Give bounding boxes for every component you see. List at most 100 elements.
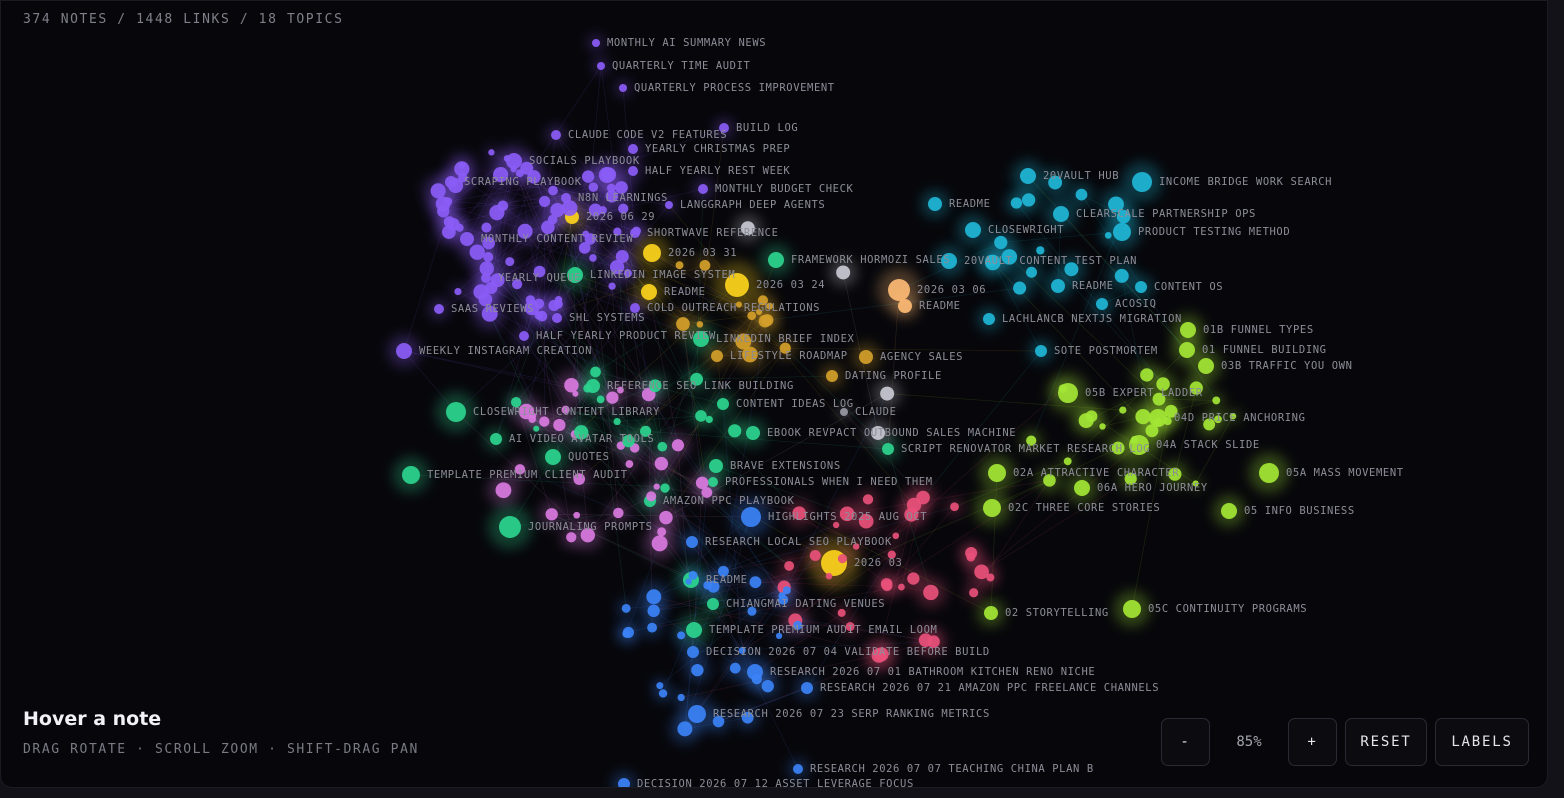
node: [836, 265, 851, 280]
node-label: 04A STACK SLIDE: [1156, 439, 1260, 451]
node: [965, 222, 981, 238]
node: [845, 622, 855, 632]
node: [941, 253, 957, 269]
node: [693, 331, 709, 347]
node-label: BUILD LOG: [736, 122, 798, 134]
node: [892, 532, 900, 540]
link: [410, 474, 657, 488]
link: [692, 641, 934, 653]
node-label: RESEARCH LOCAL SEO PLAYBOOK: [705, 536, 892, 548]
node-label: HALF YEARLY PRODUCT REVIEW: [536, 330, 716, 342]
node-label: PROFESSIONALS WHEN I NEED THEM: [725, 476, 933, 488]
node: [1021, 193, 1036, 207]
node: [548, 185, 558, 196]
node: [616, 386, 624, 394]
zoom-in-button[interactable]: +: [1288, 718, 1337, 766]
node-label: 05A MASS MOVEMENT: [1286, 467, 1404, 479]
link: [580, 432, 692, 581]
node: [969, 588, 979, 598]
node: [1124, 472, 1137, 485]
node: [1153, 417, 1163, 427]
node: [574, 425, 589, 440]
node: [653, 483, 660, 490]
node: [719, 123, 729, 133]
node: [493, 167, 509, 183]
node: [717, 398, 729, 410]
node: [490, 433, 502, 445]
node: [858, 513, 874, 529]
node: [454, 287, 462, 296]
node: [573, 473, 586, 485]
node-label: CHIANGMAI DATING VENUES: [726, 598, 885, 610]
node: [615, 249, 629, 264]
node: [832, 521, 840, 529]
node: [738, 646, 746, 654]
node: [966, 552, 976, 562]
node-label: CONTENT IDEAS LOG: [736, 398, 854, 410]
node-label: SCRAPING PLAYBOOK: [464, 176, 582, 188]
node: [686, 536, 698, 548]
node: [443, 216, 455, 228]
node: [589, 254, 597, 262]
link: [552, 219, 679, 446]
node-label: 2026 06 29: [586, 211, 655, 223]
link: [795, 620, 926, 641]
node-label: QUOTES: [568, 451, 610, 463]
node-label: RESEARCH 2026 07 07 TEACHING CHINA PLAN …: [810, 763, 1094, 775]
node: [859, 350, 873, 364]
node: [499, 516, 521, 538]
node-label: MONTHLY CONTENT REVIEW: [481, 233, 633, 245]
node: [657, 527, 667, 537]
node: [567, 267, 583, 283]
node: [613, 417, 621, 426]
node: [613, 227, 622, 236]
node: [768, 252, 784, 268]
node: [696, 321, 704, 328]
node: [741, 507, 761, 527]
node: [988, 464, 1006, 482]
node: [1132, 172, 1152, 192]
reset-button[interactable]: RESET: [1345, 718, 1427, 766]
node: [481, 273, 491, 283]
graph[interactable]: MONTHLY AI SUMMARY NEWS QUARTERLY TIME AU…: [1, 1, 1548, 788]
node: [566, 532, 577, 543]
link: [515, 285, 613, 403]
link: [742, 554, 892, 651]
node: [553, 418, 566, 432]
node-label: 2026 03 24: [756, 279, 825, 291]
graph-stats: 374 NOTES / 1448 LINKS / 18 TOPICS: [23, 12, 344, 27]
node: [613, 507, 624, 519]
node: [778, 592, 786, 600]
node: [983, 313, 995, 325]
node: [801, 682, 813, 694]
node: [1152, 392, 1166, 406]
node: [640, 425, 652, 437]
node: [1229, 412, 1237, 420]
node: [545, 449, 561, 465]
node: [533, 425, 540, 432]
zoom-out-button[interactable]: -: [1161, 718, 1210, 766]
nodes: [396, 39, 1279, 787]
labels-button[interactable]: LABELS: [1435, 718, 1529, 766]
node: [590, 366, 601, 378]
node-label: 06A HERO JOURNEY: [1097, 482, 1208, 494]
node: [1116, 209, 1131, 224]
link: [565, 409, 618, 422]
node-label: RESEARCH 2026 07 23 SERP RANKING METRICS: [713, 708, 990, 720]
link: [684, 492, 708, 729]
node: [709, 459, 723, 473]
link: [574, 284, 738, 435]
node: [646, 589, 662, 605]
node: [580, 528, 595, 543]
node: [766, 302, 774, 310]
node: [1119, 406, 1127, 414]
node: [533, 265, 546, 278]
link: [828, 480, 1050, 577]
node-labels: MONTHLY AI SUMMARY NEWS QUARTERLY TIME AU…: [419, 37, 1404, 787]
node: [1043, 474, 1056, 487]
node: [1026, 435, 1037, 446]
node-label: CLEARSCALE PARTNERSHIP OPS: [1076, 208, 1256, 220]
node: [483, 251, 494, 263]
node: [1113, 223, 1131, 241]
